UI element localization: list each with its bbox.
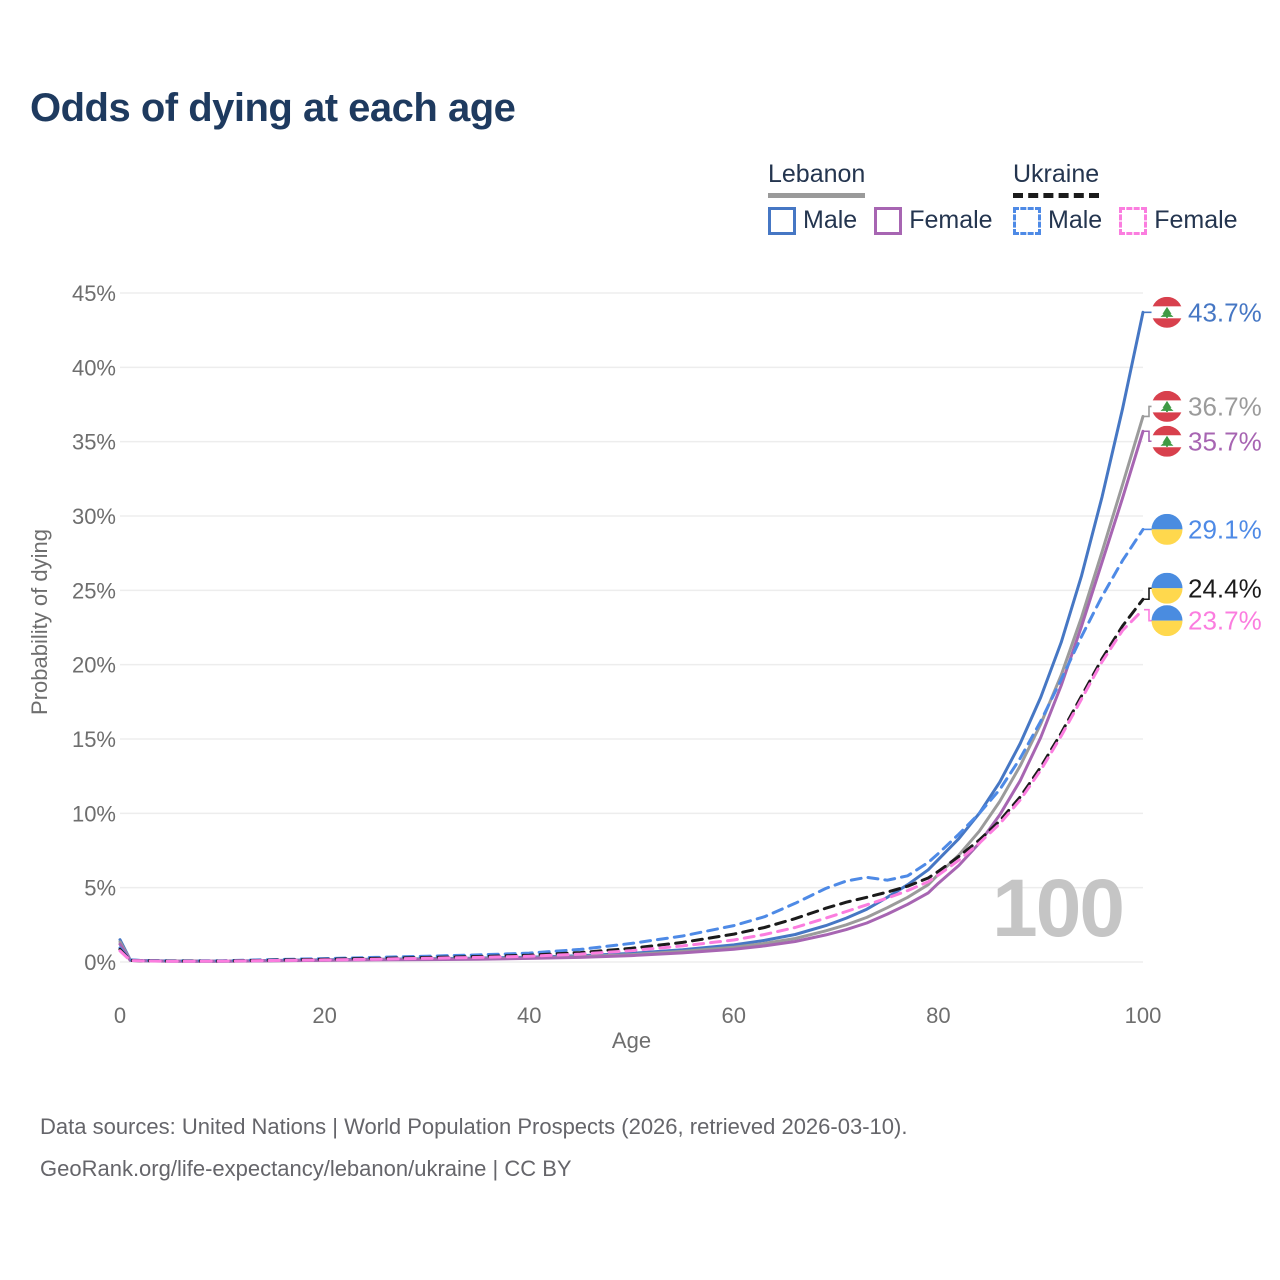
legend-group-lebanon: Lebanon Male Female — [768, 160, 993, 235]
end-label-leb_total: 36.7% — [1188, 391, 1262, 421]
legend-label-lebanon-female: Female — [909, 206, 993, 234]
x-tick-0: 0 — [114, 1003, 126, 1028]
checkbox-lebanon-female[interactable] — [874, 206, 903, 235]
checkbox-ukraine-female[interactable] — [1119, 206, 1148, 235]
end-leader-leb_total — [1144, 405, 1152, 418]
end-leader-ukr_total — [1144, 587, 1152, 601]
x-tick-100: 100 — [1125, 1003, 1162, 1028]
series-line-leb_female — [118, 429, 1145, 963]
legend-country-lebanon: Lebanon — [768, 160, 866, 198]
series-line-ukr_male — [118, 527, 1145, 963]
footer-data-sources: Data sources: United Nations | World Pop… — [40, 1114, 908, 1139]
series-line-ukr_total — [118, 597, 1145, 963]
y-tick-35: 35% — [72, 430, 116, 455]
end-label-ukr_male: 29.1% — [1188, 514, 1262, 544]
page-title: Odds of dying at each age — [30, 86, 516, 130]
y-tick-20: 20% — [72, 653, 116, 678]
y-tick-30: 30% — [72, 504, 116, 529]
legend-item-lebanon-male[interactable]: Male — [768, 206, 857, 235]
end-label-ukr_female: 23.7% — [1188, 606, 1262, 636]
legend-item-lebanon-female[interactable]: Female — [874, 206, 993, 235]
end-label-ukr_total: 24.4% — [1188, 573, 1262, 603]
legend-item-ukraine-male[interactable]: Male — [1013, 206, 1102, 235]
series-line-ukr_female — [118, 608, 1145, 963]
flag-lebanon-leb_female — [1151, 425, 1183, 457]
y-tick-5: 5% — [84, 876, 116, 901]
y-tick-15: 15% — [72, 727, 116, 752]
legend-label-lebanon-male: Male — [803, 206, 858, 234]
y-tick-40: 40% — [72, 355, 116, 380]
legend-items-ukraine: Male Female — [1013, 206, 1238, 235]
end-leader-ukr_female — [1144, 608, 1152, 622]
y-axis-title: Probability of dying — [27, 529, 52, 715]
end-label-leb_male: 43.7% — [1188, 297, 1262, 327]
x-tick-60: 60 — [722, 1003, 746, 1028]
y-tick-10: 10% — [72, 801, 116, 826]
flag-ukraine-ukr_total — [1151, 572, 1183, 604]
y-tick-45: 45% — [72, 281, 116, 306]
legend-label-ukraine-female: Female — [1154, 206, 1238, 234]
flag-lebanon-leb_total — [1151, 390, 1183, 422]
legend-item-ukraine-female[interactable]: Female — [1119, 206, 1238, 235]
x-tick-80: 80 — [926, 1003, 950, 1028]
checkbox-lebanon-male[interactable] — [768, 206, 796, 235]
age-counter-watermark: 100 — [992, 863, 1125, 954]
flag-ukraine-ukr_female — [1151, 605, 1183, 637]
x-tick-20: 20 — [312, 1003, 336, 1028]
footer-attribution: GeoRank.org/life-expectancy/lebanon/ukra… — [40, 1156, 572, 1182]
checkbox-ukraine-male[interactable] — [1013, 206, 1041, 235]
x-tick-40: 40 — [517, 1003, 541, 1028]
footer: Data sources: United Nations | World Pop… — [40, 1106, 907, 1191]
legend-group-ukraine: Ukraine Male Female — [1013, 160, 1238, 235]
end-label-leb_female: 35.7% — [1188, 426, 1262, 456]
x-axis-title: Age — [612, 1028, 651, 1053]
flag-ukraine-ukr_male — [1151, 513, 1183, 545]
end-leader-leb_female — [1144, 430, 1152, 443]
y-tick-0: 0% — [84, 950, 116, 975]
legend-country-ukraine: Ukraine — [1013, 160, 1100, 198]
series-line-leb_male — [118, 310, 1145, 963]
legend-items-lebanon: Male Female — [768, 206, 993, 235]
y-tick-25: 25% — [72, 578, 116, 603]
legend-label-ukraine-male: Male — [1048, 206, 1103, 234]
flag-lebanon-leb_male — [1151, 296, 1183, 328]
